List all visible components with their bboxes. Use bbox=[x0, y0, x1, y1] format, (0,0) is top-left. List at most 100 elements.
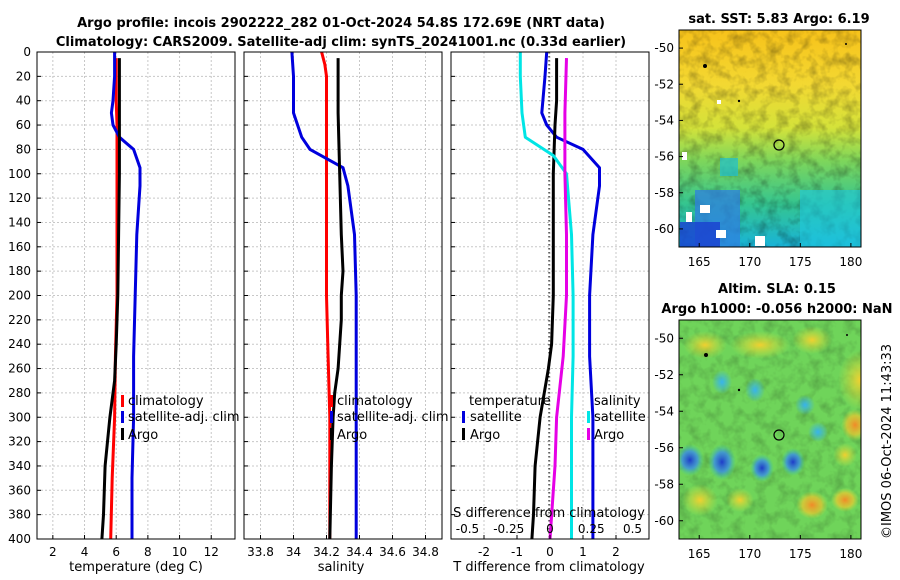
y-tick-label: 280 bbox=[8, 386, 31, 400]
map-x-tick-label: 175 bbox=[789, 547, 812, 561]
sla-map-image bbox=[679, 320, 861, 539]
series-line-t-argo bbox=[530, 58, 559, 540]
legend-swatch-satellite bbox=[121, 411, 124, 423]
coast-island-marks bbox=[704, 334, 848, 392]
figure-title-line1: Argo profile: incois 2902222_282 01-Oct-… bbox=[77, 16, 605, 31]
sla-map: Altim. SLA: 0.15 Argo h1000: -0.056 h200… bbox=[654, 282, 892, 561]
x-top-tick-label: 0.25 bbox=[578, 522, 605, 536]
x-top-tick-label: 0 bbox=[546, 522, 554, 536]
map-x-tick-label: 165 bbox=[688, 255, 711, 269]
x-tick-label: 34.4 bbox=[346, 545, 373, 559]
x-top-tick-label: -0.5 bbox=[456, 522, 479, 536]
legend-title-temperature: temperature bbox=[469, 394, 551, 409]
legend-label-climatology: climatology bbox=[337, 394, 413, 409]
x-top-tick-label: -0.25 bbox=[493, 522, 524, 536]
x-tick-label: 34.6 bbox=[379, 545, 406, 559]
y-tick-label: 140 bbox=[8, 215, 31, 229]
legend-label-t-satellite: satellite bbox=[470, 410, 522, 425]
map-x-tick-label: 165 bbox=[688, 547, 711, 561]
map-y-tick-label: -60 bbox=[654, 222, 674, 236]
legend-swatch-s-argo bbox=[587, 428, 590, 440]
y-tick-label: 60 bbox=[16, 118, 31, 132]
x-tick-label: 10 bbox=[172, 545, 187, 559]
series-line-climatology bbox=[320, 51, 332, 539]
salinity-legend: climatology satellite-adj. clim Argo bbox=[330, 394, 449, 443]
y-tick-label: 380 bbox=[8, 508, 31, 522]
map-y-tick-label: -50 bbox=[654, 331, 674, 345]
y-tick-label: 320 bbox=[8, 435, 31, 449]
map-y-tick-label: -56 bbox=[654, 150, 674, 164]
y-tick-label: 260 bbox=[8, 362, 31, 376]
legend-label-s-satellite: satellite bbox=[594, 410, 646, 425]
map-x-tick-label: 175 bbox=[789, 255, 812, 269]
temperature-xlabel: temperature (deg C) bbox=[69, 560, 203, 575]
y-tick-label: 300 bbox=[8, 410, 31, 424]
x-tick-label: 34 bbox=[286, 545, 301, 559]
y-tick-label: 400 bbox=[8, 532, 31, 546]
legend-label-satellite: satellite-adj. clim bbox=[337, 410, 449, 425]
map-x-tick-label: 180 bbox=[839, 255, 862, 269]
y-tick-label: 360 bbox=[8, 483, 31, 497]
map-x-tick-label: 170 bbox=[738, 547, 761, 561]
legend-swatch-climatology bbox=[121, 395, 124, 407]
y-tick-label: 80 bbox=[16, 142, 31, 156]
sst-map-title: sat. SST: 5.83 Argo: 6.19 bbox=[688, 12, 869, 27]
temperature-panel: 0 20 40 60 80 100 120 140 160 180 200 220 240 260 280 3… bbox=[8, 45, 240, 575]
sla-map-title-line2: Argo h1000: -0.056 h2000: NaN bbox=[661, 302, 892, 317]
series-line-argo bbox=[100, 58, 121, 540]
series-line-s-satellite bbox=[518, 52, 575, 539]
x-tick-label: -2 bbox=[478, 545, 490, 559]
series-line-s-argo bbox=[548, 58, 568, 540]
legend-swatch-argo bbox=[330, 428, 333, 440]
salinity-panel: 33.8 34 34.2 34.4 34.6 34.8 salinity climatol… bbox=[243, 51, 449, 575]
coast-island-marks bbox=[703, 43, 847, 103]
diff-legend-temperature: temperature satellite Argo bbox=[462, 394, 551, 443]
y-tick-label: 160 bbox=[8, 240, 31, 254]
y-tick-label: 100 bbox=[8, 167, 31, 181]
diff-legend-salinity: salinity satellite Argo bbox=[587, 394, 646, 443]
legend-label-climatology: climatology bbox=[128, 394, 204, 409]
series-line-argo bbox=[328, 58, 345, 540]
legend-label-s-argo: Argo bbox=[594, 428, 624, 443]
map-y-tick-label: -54 bbox=[654, 404, 674, 418]
diff-xlabel-top: S difference from climatology bbox=[453, 506, 645, 521]
argo-position-marker bbox=[773, 429, 785, 441]
map-y-tick-label: -54 bbox=[654, 113, 674, 127]
x-tick-label: 12 bbox=[204, 545, 219, 559]
y-tick-label: 40 bbox=[16, 94, 31, 108]
y-tick-label: 200 bbox=[8, 289, 31, 303]
legend-label-argo: Argo bbox=[337, 428, 367, 443]
legend-swatch-satellite bbox=[330, 411, 333, 423]
map-x-tick-label: 170 bbox=[738, 255, 761, 269]
x-tick-label: 34.2 bbox=[313, 545, 340, 559]
series-line-t-satellite bbox=[540, 51, 601, 539]
y-tick-label: 20 bbox=[16, 69, 31, 83]
y-tick-label: 340 bbox=[8, 459, 31, 473]
series-line-satellite-adj-clim bbox=[109, 52, 142, 539]
map-y-tick-label: -56 bbox=[654, 441, 674, 455]
y-tick-label: 220 bbox=[8, 313, 31, 327]
sst-map: sat. SST: 5.83 Argo: 6.19 -50 -52 -54 -56 -5… bbox=[654, 12, 869, 269]
salinity-xlabel: salinity bbox=[318, 560, 365, 575]
map-x-tick-label: 180 bbox=[839, 547, 862, 561]
series-line-satellite-adj-clim bbox=[290, 51, 358, 539]
x-tick-label: -1 bbox=[511, 545, 523, 559]
map-y-tick-label: -58 bbox=[654, 186, 674, 200]
map-y-tick-label: -50 bbox=[654, 41, 674, 55]
diff-xlabel: T difference from climatology bbox=[452, 560, 645, 575]
x-tick-label: 8 bbox=[144, 545, 152, 559]
figure-title-line2: Climatology: CARS2009. Satellite-adj cli… bbox=[56, 35, 626, 50]
argo-position-marker bbox=[773, 139, 785, 151]
legend-swatch-s-satellite bbox=[587, 411, 590, 423]
y-tick-label: 180 bbox=[8, 264, 31, 278]
x-tick-label: 34.8 bbox=[412, 545, 439, 559]
legend-label-t-argo: Argo bbox=[470, 428, 500, 443]
map-y-tick-label: -52 bbox=[654, 368, 674, 382]
y-tick-label: 0 bbox=[23, 45, 31, 59]
legend-swatch-t-satellite bbox=[462, 411, 465, 423]
legend-swatch-argo bbox=[121, 428, 124, 440]
y-tick-label: 120 bbox=[8, 191, 31, 205]
difference-panel: -2 -1 0 1 2 T difference from climatology S … bbox=[450, 51, 650, 575]
legend-swatch-climatology bbox=[330, 395, 333, 407]
